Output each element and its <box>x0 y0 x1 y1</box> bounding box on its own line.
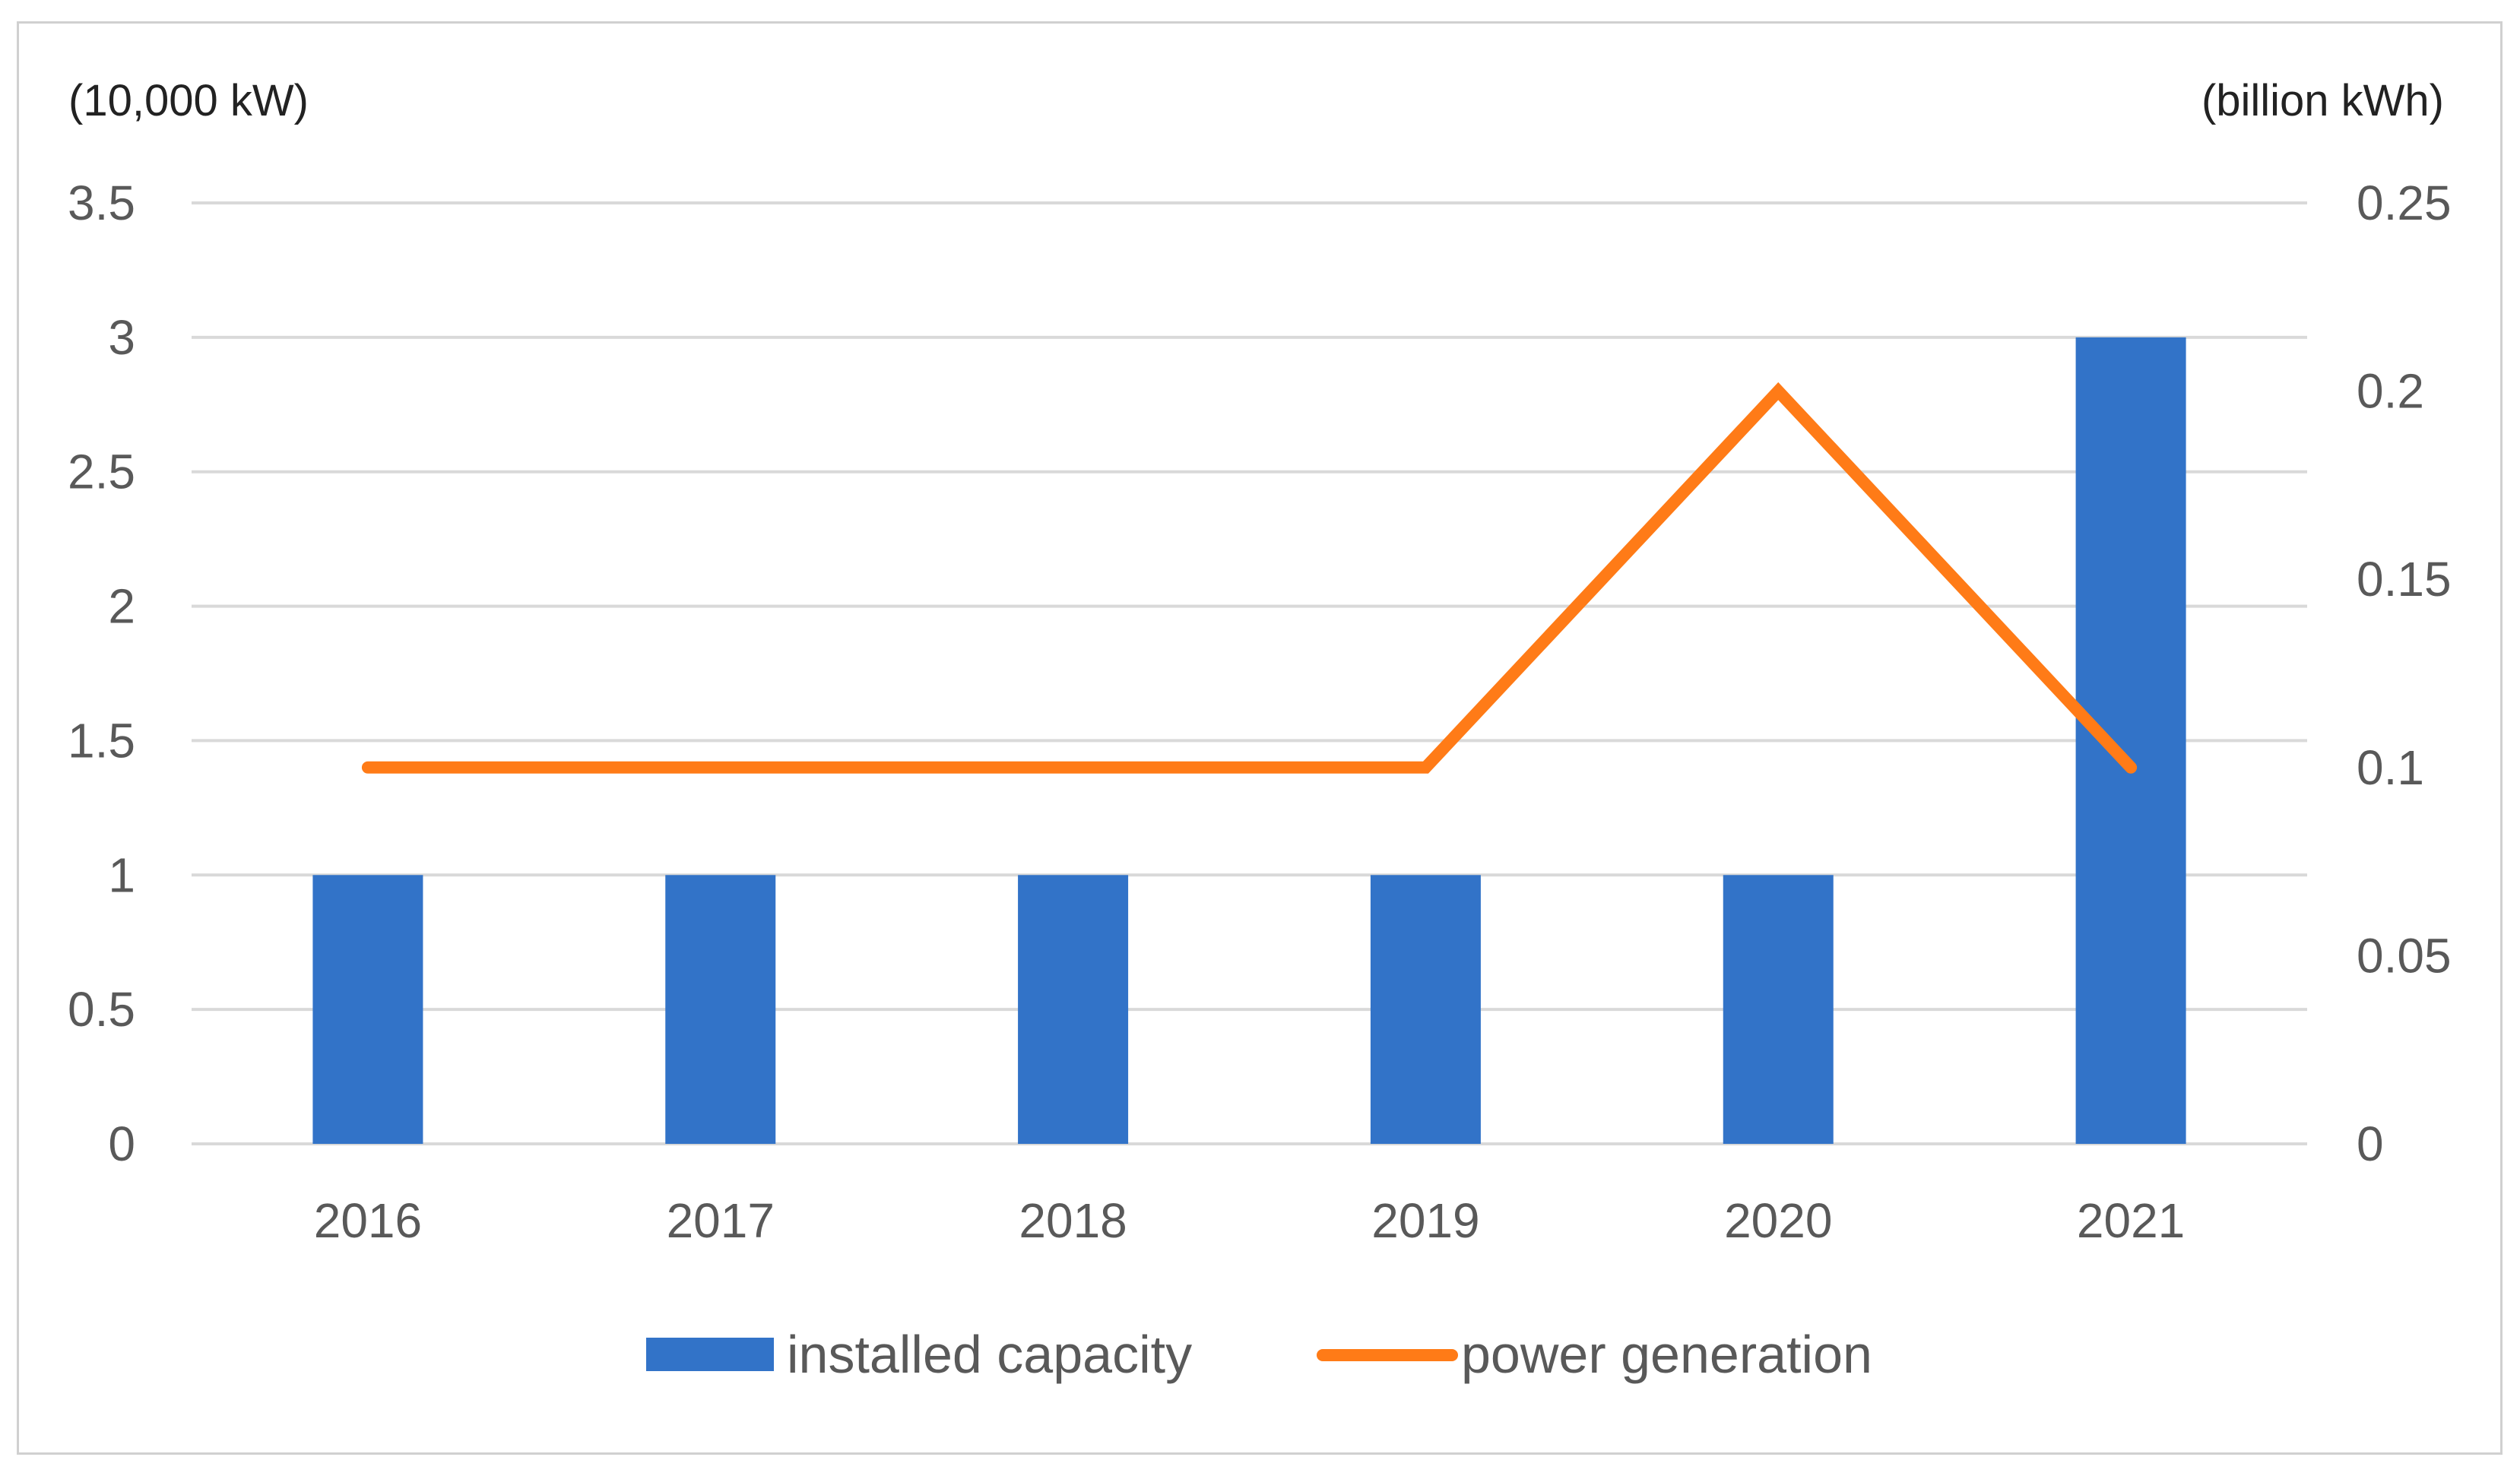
x-tick-label: 2020 <box>1724 1193 1832 1248</box>
legend-label-power-generation: power generation <box>1461 1325 1872 1384</box>
x-tick-label: 2018 <box>1019 1193 1127 1248</box>
right-tick-label: 0.05 <box>2357 928 2452 983</box>
legend-swatch-installed-capacity <box>646 1338 774 1371</box>
left-tick-label: 3 <box>108 310 135 365</box>
bar-2021 <box>2075 337 2186 1144</box>
left-tick-label: 1 <box>108 847 135 902</box>
x-tick-label: 2017 <box>667 1193 775 1248</box>
line-point-2018 <box>1073 767 1074 768</box>
left-axis-ticks: 0 0.5 1 1.5 2 2.5 3 3.5 <box>68 176 135 1171</box>
right-tick-label: 0.1 <box>2357 740 2424 795</box>
left-tick-label: 1.5 <box>68 713 135 768</box>
power-generation-line <box>361 382 2138 774</box>
line-series-power-generation <box>361 382 2138 774</box>
bar-2016 <box>312 875 423 1144</box>
line-point-2017 <box>720 767 721 768</box>
right-axis-unit-label: (billion kWh) <box>2201 76 2444 125</box>
right-tick-label: 0.25 <box>2357 176 2452 230</box>
right-tick-label: 0.15 <box>2357 552 2452 607</box>
right-tick-label: 0.2 <box>2357 364 2424 419</box>
x-tick-label: 2016 <box>314 1193 422 1248</box>
legend-label-installed-capacity: installed capacity <box>787 1325 1192 1384</box>
right-axis-ticks: 0 0.05 0.1 0.15 0.2 0.25 <box>2357 176 2452 1171</box>
line-point-2019 <box>1425 767 1426 768</box>
left-tick-label: 2 <box>108 579 135 634</box>
left-tick-label: 0.5 <box>68 982 135 1037</box>
bar-2018 <box>1018 875 1129 1144</box>
bar-series-installed-capacity <box>312 337 2186 1144</box>
left-tick-label: 0 <box>108 1117 135 1171</box>
legend: installed capacity power generation <box>646 1325 1872 1384</box>
bar-2019 <box>1370 875 1481 1144</box>
bar-2017 <box>665 875 776 1144</box>
x-tick-label: 2019 <box>1371 1193 1479 1248</box>
line-point-2021 <box>2130 767 2132 768</box>
left-axis-unit-label: (10,000 kW) <box>68 76 309 125</box>
left-tick-label: 3.5 <box>68 176 135 230</box>
bar-2020 <box>1723 875 1834 1144</box>
left-tick-label: 2.5 <box>68 445 135 499</box>
x-tick-label: 2021 <box>2077 1193 2185 1248</box>
gridlines <box>192 201 2307 1145</box>
right-tick-label: 0 <box>2357 1117 2384 1171</box>
x-axis-ticks: 2016 2017 2018 2019 2020 2021 <box>314 1193 2186 1248</box>
line-point-2020 <box>1777 391 1779 392</box>
line-point-2016 <box>367 767 369 768</box>
